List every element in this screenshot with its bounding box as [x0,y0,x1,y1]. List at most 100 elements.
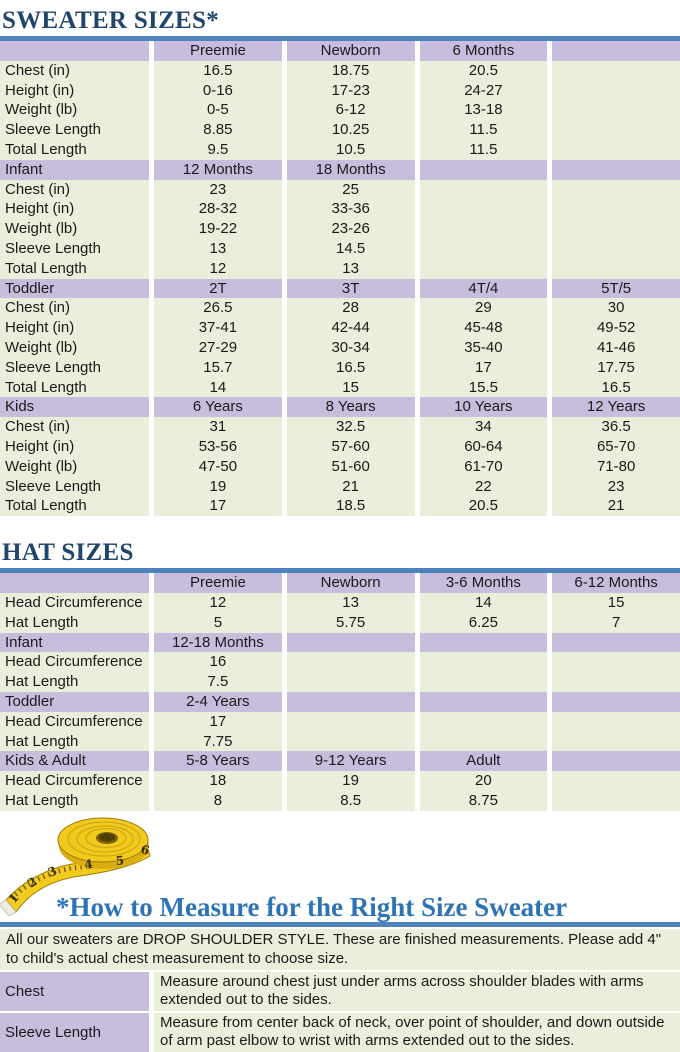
column-header-cell: Preemie [154,41,282,61]
measure-row-label: Sleeve Length [0,1012,149,1052]
value-cell [419,258,548,279]
value-cell: 14.5 [286,238,415,259]
value-cell: 16.5 [286,357,415,378]
value-cell: 37-41 [154,318,282,338]
value-cell: 6.25 [419,612,548,633]
value-cell: 17 [419,357,548,378]
column-header-cell [419,632,548,653]
row-label-cell: Chest (in) [0,298,149,319]
value-cell: 17 [154,711,282,732]
measure-heading-block: 1 2 3 4 5 6 *How to Measure for the Righ… [0,816,680,922]
value-cell: 8 [154,790,282,811]
value-cell: 6-12 [286,100,415,121]
row-label-cell: Total Length [0,258,149,279]
value-cell [419,238,548,259]
value-cell [286,711,415,732]
row-label-cell: Weight (lb) [0,219,149,239]
value-cell: 26.5 [154,298,282,319]
value-cell: 57-60 [286,436,415,457]
column-header-cell [552,632,680,653]
value-cell: 33-36 [286,199,415,220]
divider-rule [0,36,680,41]
value-cell: 8.75 [419,790,548,811]
measure-row-text: Measure around chest just under arms acr… [154,971,680,1011]
row-label-cell: Hat Length [0,672,149,692]
value-cell: 19 [286,771,415,791]
value-cell [552,199,680,220]
value-cell [552,100,680,121]
value-cell: 23 [552,476,680,497]
value-cell: 29 [419,298,548,319]
value-cell: 17.75 [552,357,680,378]
value-cell: 36.5 [552,417,680,437]
value-cell: 12 [154,592,282,613]
value-cell: 21 [286,476,415,497]
measure-row-label: Chest [0,971,149,1011]
value-cell: 60-64 [419,436,548,457]
column-header-cell [552,751,680,772]
column-header-cell: 9-12 Years [286,751,415,772]
value-cell: 47-50 [154,456,282,477]
row-label-cell: Sleeve Length [0,476,149,497]
column-header-cell: 8 Years [286,397,415,418]
value-cell: 28-32 [154,199,282,220]
value-cell: 9.5 [154,139,282,160]
value-cell: 12 [154,258,282,279]
value-cell: 11.5 [419,139,548,160]
section-label-cell: Kids [0,397,149,418]
column-header-cell: Preemie [154,573,282,593]
value-cell [552,258,680,279]
value-cell: 5.75 [286,612,415,633]
value-cell: 51-60 [286,456,415,477]
row-label-cell: Height (in) [0,318,149,338]
value-cell: 16.5 [552,377,680,398]
hat-sizes-title: HAT SIZES [2,539,134,567]
value-cell: 14 [419,592,548,613]
row-label-cell: Hat Length [0,612,149,633]
value-cell: 16.5 [154,60,282,81]
divider-rule [0,568,680,574]
measure-intro-text: All our sweaters are DROP SHOULDER STYLE… [0,928,680,970]
value-cell [552,179,680,200]
value-cell: 23 [154,179,282,200]
column-header-cell [419,159,548,180]
column-header-cell: 18 Months [286,159,415,180]
value-cell: 11.5 [419,120,548,140]
value-cell [419,731,548,752]
column-header-cell: 6-12 Months [552,573,680,593]
value-cell [552,219,680,239]
value-cell: 10.5 [286,139,415,160]
value-cell: 23-26 [286,219,415,239]
value-cell: 13 [154,238,282,259]
divider-rule [0,921,680,927]
column-header-cell: 3T [286,278,415,299]
value-cell [552,672,680,692]
value-cell: 41-46 [552,337,680,358]
row-label-cell: Sleeve Length [0,357,149,378]
sweater-sizes-section: SWEATER SIZES* Preemie Newborn 6 Months Che… [0,7,680,517]
value-cell [286,731,415,752]
value-cell: 0-5 [154,100,282,121]
value-cell: 8.5 [286,790,415,811]
value-cell: 18 [154,771,282,791]
row-label-cell: Head Circumference [0,592,149,613]
value-cell: 28 [286,298,415,319]
hat-size-table: Preemie Newborn 3-6 Months 6-12 Months Head … [0,573,680,811]
value-cell [552,711,680,732]
row-label-cell: Chest (in) [0,417,149,437]
value-cell [552,238,680,259]
value-cell: 5 [154,612,282,633]
column-header-cell: Adult [419,751,548,772]
value-cell: 25 [286,179,415,200]
value-cell: 15 [552,592,680,613]
value-cell [419,672,548,692]
measuring-tape-icon: 1 2 3 4 5 6 [0,817,151,916]
tape-number: 5 [115,853,124,868]
measure-row-text: Measure from center back of neck, over p… [154,1012,680,1052]
value-cell: 22 [419,476,548,497]
value-cell: 15 [286,377,415,398]
row-label-cell: Weight (lb) [0,337,149,358]
row-label-cell: Chest (in) [0,179,149,200]
row-label-cell: Sleeve Length [0,120,149,140]
section-label-cell: Kids & Adult [0,751,149,772]
